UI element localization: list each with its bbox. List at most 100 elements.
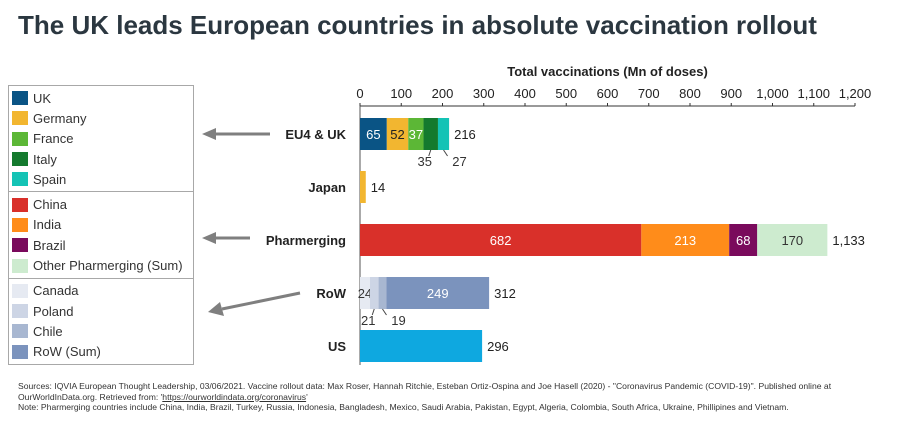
legend-item: Canada	[12, 281, 193, 301]
note-text: Note: Pharmerging countries include Chin…	[18, 402, 789, 413]
bar-segment	[408, 118, 424, 150]
legend-label: Germany	[33, 110, 87, 126]
legend-swatch	[12, 172, 28, 187]
x-tick-label: 200	[432, 86, 454, 101]
legend-swatch	[12, 131, 28, 146]
legend-item: India	[12, 215, 193, 235]
legend-item: RoW (Sum)	[12, 342, 193, 362]
bar-segment	[641, 224, 730, 256]
category-label: Japan	[308, 180, 346, 195]
arrow-head	[208, 302, 224, 316]
legend-swatch	[12, 258, 28, 273]
legend-item: Poland	[12, 301, 193, 321]
legend-item: Spain	[12, 169, 193, 189]
data-label: 249	[427, 286, 449, 301]
sources-link[interactable]: https://ourworldindata.org/coronavirus	[162, 391, 307, 402]
legend-item: Chile	[12, 321, 193, 341]
x-tick-label: 100	[390, 86, 412, 101]
data-label: 24	[358, 286, 372, 301]
x-axis-title: Total vaccinations (Mn of doses)	[507, 64, 708, 79]
bar-segment	[729, 224, 758, 256]
x-tick-label: 0	[356, 86, 363, 101]
data-label-leader	[428, 149, 432, 157]
legend-swatch	[12, 152, 28, 167]
data-label: 21	[361, 313, 375, 328]
legend-label: Italy	[33, 151, 57, 167]
bar-segment	[378, 277, 387, 309]
x-tick-label: 800	[679, 86, 701, 101]
legend-item: Italy	[12, 149, 193, 169]
legend-swatch	[12, 91, 28, 106]
total-label: 216	[454, 127, 476, 142]
legend-item: Brazil	[12, 235, 193, 255]
total-label: 1,133	[832, 233, 865, 248]
data-label: 213	[674, 233, 696, 248]
total-label: 312	[494, 286, 516, 301]
arrow-head	[202, 128, 216, 140]
category-label: Pharmerging	[266, 233, 346, 248]
legend-item: Other Pharmerging (Sum)	[12, 255, 193, 275]
legend-label: Chile	[33, 323, 63, 339]
data-label: 35	[418, 154, 432, 169]
bar-segment	[360, 330, 483, 362]
data-label: 68	[736, 233, 750, 248]
x-tick-label: 1,000	[756, 86, 789, 101]
x-tick-label: 700	[638, 86, 660, 101]
category-label: EU4 & UK	[285, 127, 346, 142]
sources-suffix: '	[306, 391, 308, 402]
x-tick-label: 400	[514, 86, 536, 101]
data-label: 682	[490, 233, 512, 248]
legend-item: China	[12, 194, 193, 214]
legend-label: Poland	[33, 303, 74, 319]
legend-swatch	[12, 217, 28, 232]
bar-segment	[369, 277, 379, 309]
category-label: RoW	[316, 286, 346, 301]
legend-item: UK	[12, 88, 193, 108]
category-label: US	[328, 339, 346, 354]
legend-group: UK Germany France Italy Spain	[8, 85, 194, 193]
bar-segment	[360, 277, 370, 309]
data-label-leader	[382, 308, 387, 316]
bar-segment	[360, 224, 642, 256]
legend-swatch	[12, 283, 28, 298]
x-tick-label: 900	[720, 86, 742, 101]
legend-swatch	[12, 197, 28, 212]
legend-swatch	[12, 304, 28, 319]
data-label-leader	[371, 308, 375, 316]
legend-swatch	[12, 324, 28, 339]
legend-swatch	[12, 238, 28, 253]
legend-label: RoW (Sum)	[33, 344, 101, 360]
bar-segment	[360, 118, 387, 150]
arrow-head	[202, 232, 216, 244]
x-tick-label: 1,100	[797, 86, 830, 101]
bar-segment	[386, 277, 490, 309]
x-tick-label: 300	[473, 86, 495, 101]
data-label: 170	[781, 233, 803, 248]
bar-segment	[757, 224, 828, 256]
legend-swatch	[12, 344, 28, 359]
page-title: The UK leads European countries in absol…	[18, 10, 817, 40]
data-label: 52	[390, 127, 404, 142]
bar-segment	[360, 171, 366, 203]
x-tick-label: 500	[555, 86, 577, 101]
arrow-shaft	[221, 291, 301, 311]
data-label: 19	[391, 313, 405, 328]
x-tick-label: 600	[597, 86, 619, 101]
data-label: 65	[366, 127, 380, 142]
legend-label: Other Pharmerging (Sum)	[33, 258, 183, 274]
legend-label: Canada	[33, 283, 79, 299]
legend-label: Brazil	[33, 237, 66, 253]
legend-swatch	[12, 111, 28, 126]
sources-prefix: Sources: IQVIA European Thought Leadersh…	[18, 381, 832, 402]
legend-label: China	[33, 197, 67, 213]
total-label: 14	[371, 180, 385, 195]
legend-label: Spain	[33, 171, 67, 187]
bar-segment	[423, 118, 438, 150]
data-label: 37	[409, 127, 423, 142]
legend-item: Germany	[12, 108, 193, 128]
sources-footnote: Sources: IQVIA European Thought Leadersh…	[18, 381, 888, 413]
bar-segment	[437, 118, 450, 150]
legend-label: India	[33, 217, 62, 233]
legend-label: France	[33, 131, 74, 147]
